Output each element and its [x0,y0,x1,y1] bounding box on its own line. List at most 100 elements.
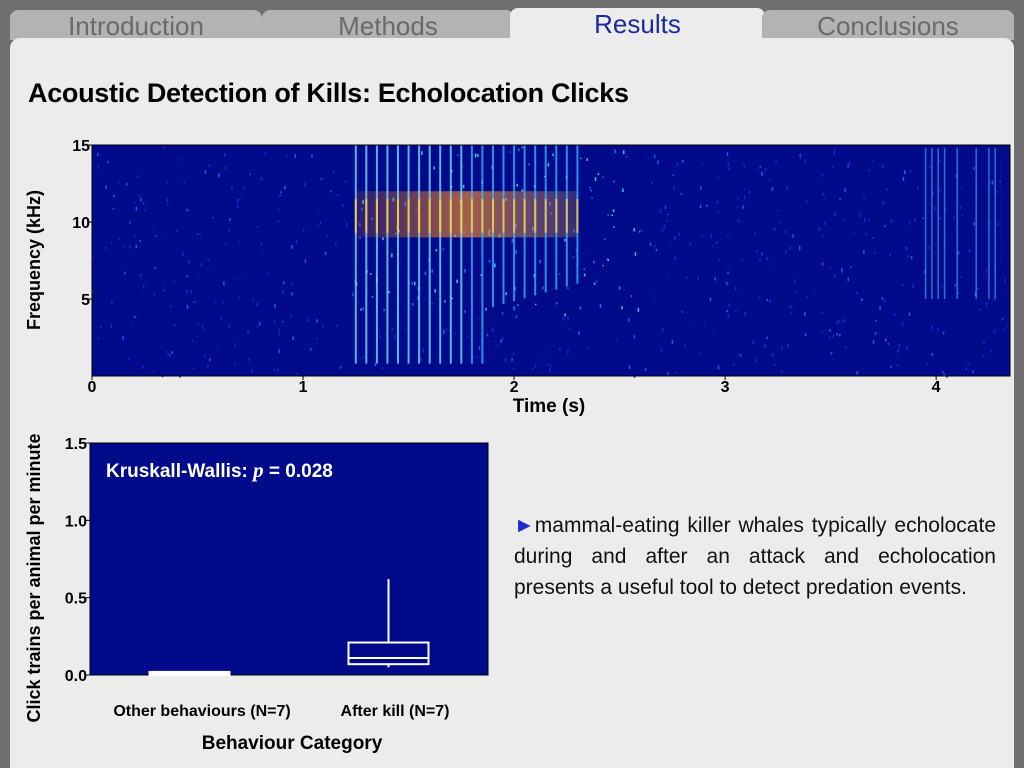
spectrogram-speckle [236,205,239,208]
spectrogram-y-tick-label: 15 [72,138,90,155]
spectrogram-speckle [242,276,244,279]
spectrogram-speckle [451,297,453,300]
spectrogram-speckle [547,163,550,167]
spectrogram-speckle [595,280,598,282]
spectrogram-speckle [444,300,446,303]
spectrogram-y-tick-label: 5 [81,292,90,309]
spectrogram-speckle [105,246,107,250]
spectrogram-speckle [692,327,694,329]
spectrogram-speckle [829,329,831,332]
spectrogram-speckle [728,167,730,170]
spectrogram-speckle [874,251,876,254]
spectrogram-speckle [591,197,593,199]
spectrogram-speckle [716,200,719,204]
spectrogram-speckle [509,151,511,153]
spectrogram-speckle [359,237,361,239]
spectrogram-speckle [291,245,293,249]
spectrogram-speckle [251,369,253,373]
spectrogram-speckle [279,194,281,197]
spectrogram-speckle [844,345,847,349]
spectrogram-speckle [703,324,706,327]
spectrogram-speckle [689,242,692,247]
spectrogram-speckle [604,238,606,241]
spectrogram-speckle [979,308,982,310]
spectrogram-speckle [188,260,190,264]
spectrogram-speckle [122,336,124,340]
spectrogram-speckle [183,181,185,184]
spectrogram-speckle [726,152,729,156]
spectrogram-speckle [607,214,609,216]
spectrogram-speckle [163,289,165,292]
spectrogram-speckle [165,351,168,352]
spectrogram-speckle [735,286,737,291]
spectrogram-speckle [433,166,435,170]
spectrogram-speckle [841,320,844,324]
spectrogram-speckle [93,345,95,347]
spectrogram-speckle [97,165,100,169]
spectrogram-speckle [633,228,635,232]
spectrogram-speckle [886,188,888,191]
spectrogram-speckle [404,328,407,330]
spectrogram-speckle [716,242,718,244]
spectrogram-speckle [847,277,849,282]
spectrogram-speckle [774,363,776,366]
spectrogram-speckle [698,352,701,354]
spectrogram-speckle [105,185,107,189]
spectrogram-speckle [742,205,744,209]
tab-results[interactable]: Results [510,8,765,42]
spectrogram-speckle [741,162,743,164]
tab-conclusions[interactable]: Conclusions [762,10,1014,41]
spectrogram-speckle [292,336,294,341]
spectrogram-speckle [662,328,664,332]
spectrogram-speckle [500,339,502,343]
spectrogram-speckle [823,221,826,225]
spectrogram-speckle [248,358,250,361]
spectrogram-hot-band [355,191,578,238]
spectrogram-speckle [417,296,419,300]
spectrogram-speckle [649,242,652,246]
spectrogram-speckle [291,292,293,296]
spectrogram-speckle [861,298,863,301]
spectrogram-speckle [908,221,911,225]
spectrogram-speckle [830,351,833,355]
spectrogram-speckle [607,258,609,261]
spectrogram-speckle [985,269,988,273]
spectrogram-speckle [674,256,676,260]
spectrogram-speckle [777,210,780,212]
spectrogram-speckle [815,294,817,297]
spectrogram-speckle [140,198,142,202]
spectrogram-speckle [647,157,649,159]
spectrogram-speckle [273,320,276,323]
spectrogram-speckle [864,218,866,221]
spectrogram-speckle [486,334,489,337]
tab-methods[interactable]: Methods [262,10,514,41]
spectrogram-speckle [726,282,728,285]
spectrogram-speckle [863,196,865,200]
spectrogram-speckle [1002,197,1004,199]
spectrogram-speckle [208,164,211,168]
spectrogram-speckle [371,296,374,298]
spectrogram-speckle [1003,328,1006,331]
spectrogram-speckle [201,324,204,328]
spectrogram-speckle [833,274,836,279]
spectrogram-speckle [957,251,960,255]
spectrogram-speckle [823,198,826,200]
spectrogram-speckle [795,291,797,293]
spectrogram-speckle [739,354,742,357]
spectrogram-speckle [170,305,172,308]
spectrogram-speckle [594,177,597,181]
spectrogram-speckle [712,329,715,331]
spectrogram-speckle [685,276,688,279]
spectrogram-speckle [421,151,423,155]
spectrogram-speckle [678,233,681,236]
spectrogram-speckle [212,217,214,219]
spectrogram-speckle [259,322,261,326]
spectrogram-speckle [443,330,445,334]
spectrogram-speckle [759,166,761,168]
spectrogram-speckle [133,234,136,237]
spectrogram-speckle [442,248,445,251]
spectrogram-speckle [597,173,600,176]
tab-introduction[interactable]: Introduction [10,10,262,41]
spectrogram-speckle [224,166,227,170]
